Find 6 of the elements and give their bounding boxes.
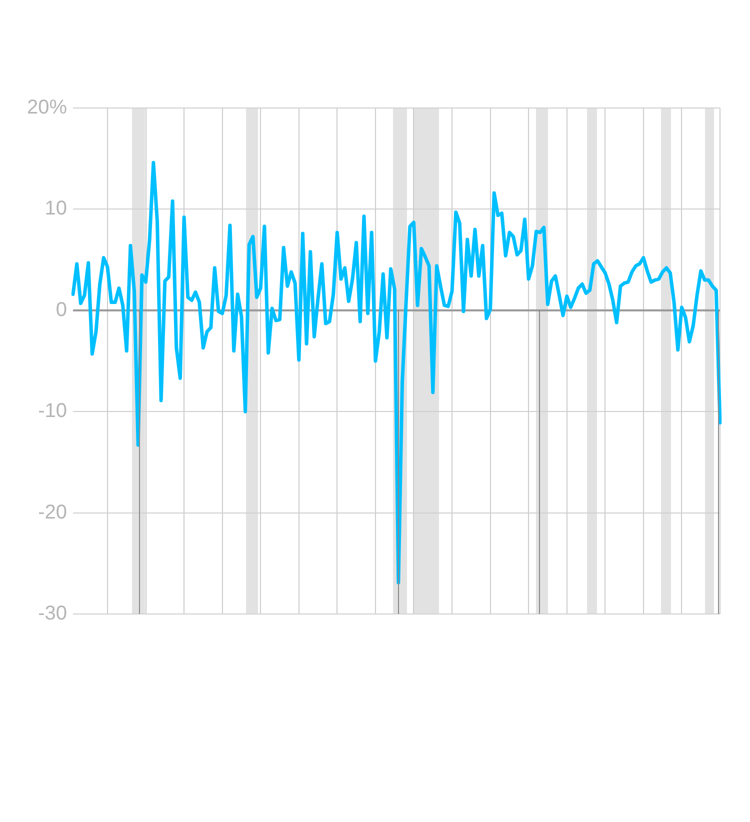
y-tick-label: 20% (27, 96, 68, 119)
y-tick-label: 0 (56, 298, 68, 321)
y-tick-label: 10 (44, 198, 68, 220)
y-tick-label: -30 (38, 602, 68, 625)
y-tick-label: -20 (38, 501, 68, 524)
y-tick-label: -10 (38, 400, 68, 422)
